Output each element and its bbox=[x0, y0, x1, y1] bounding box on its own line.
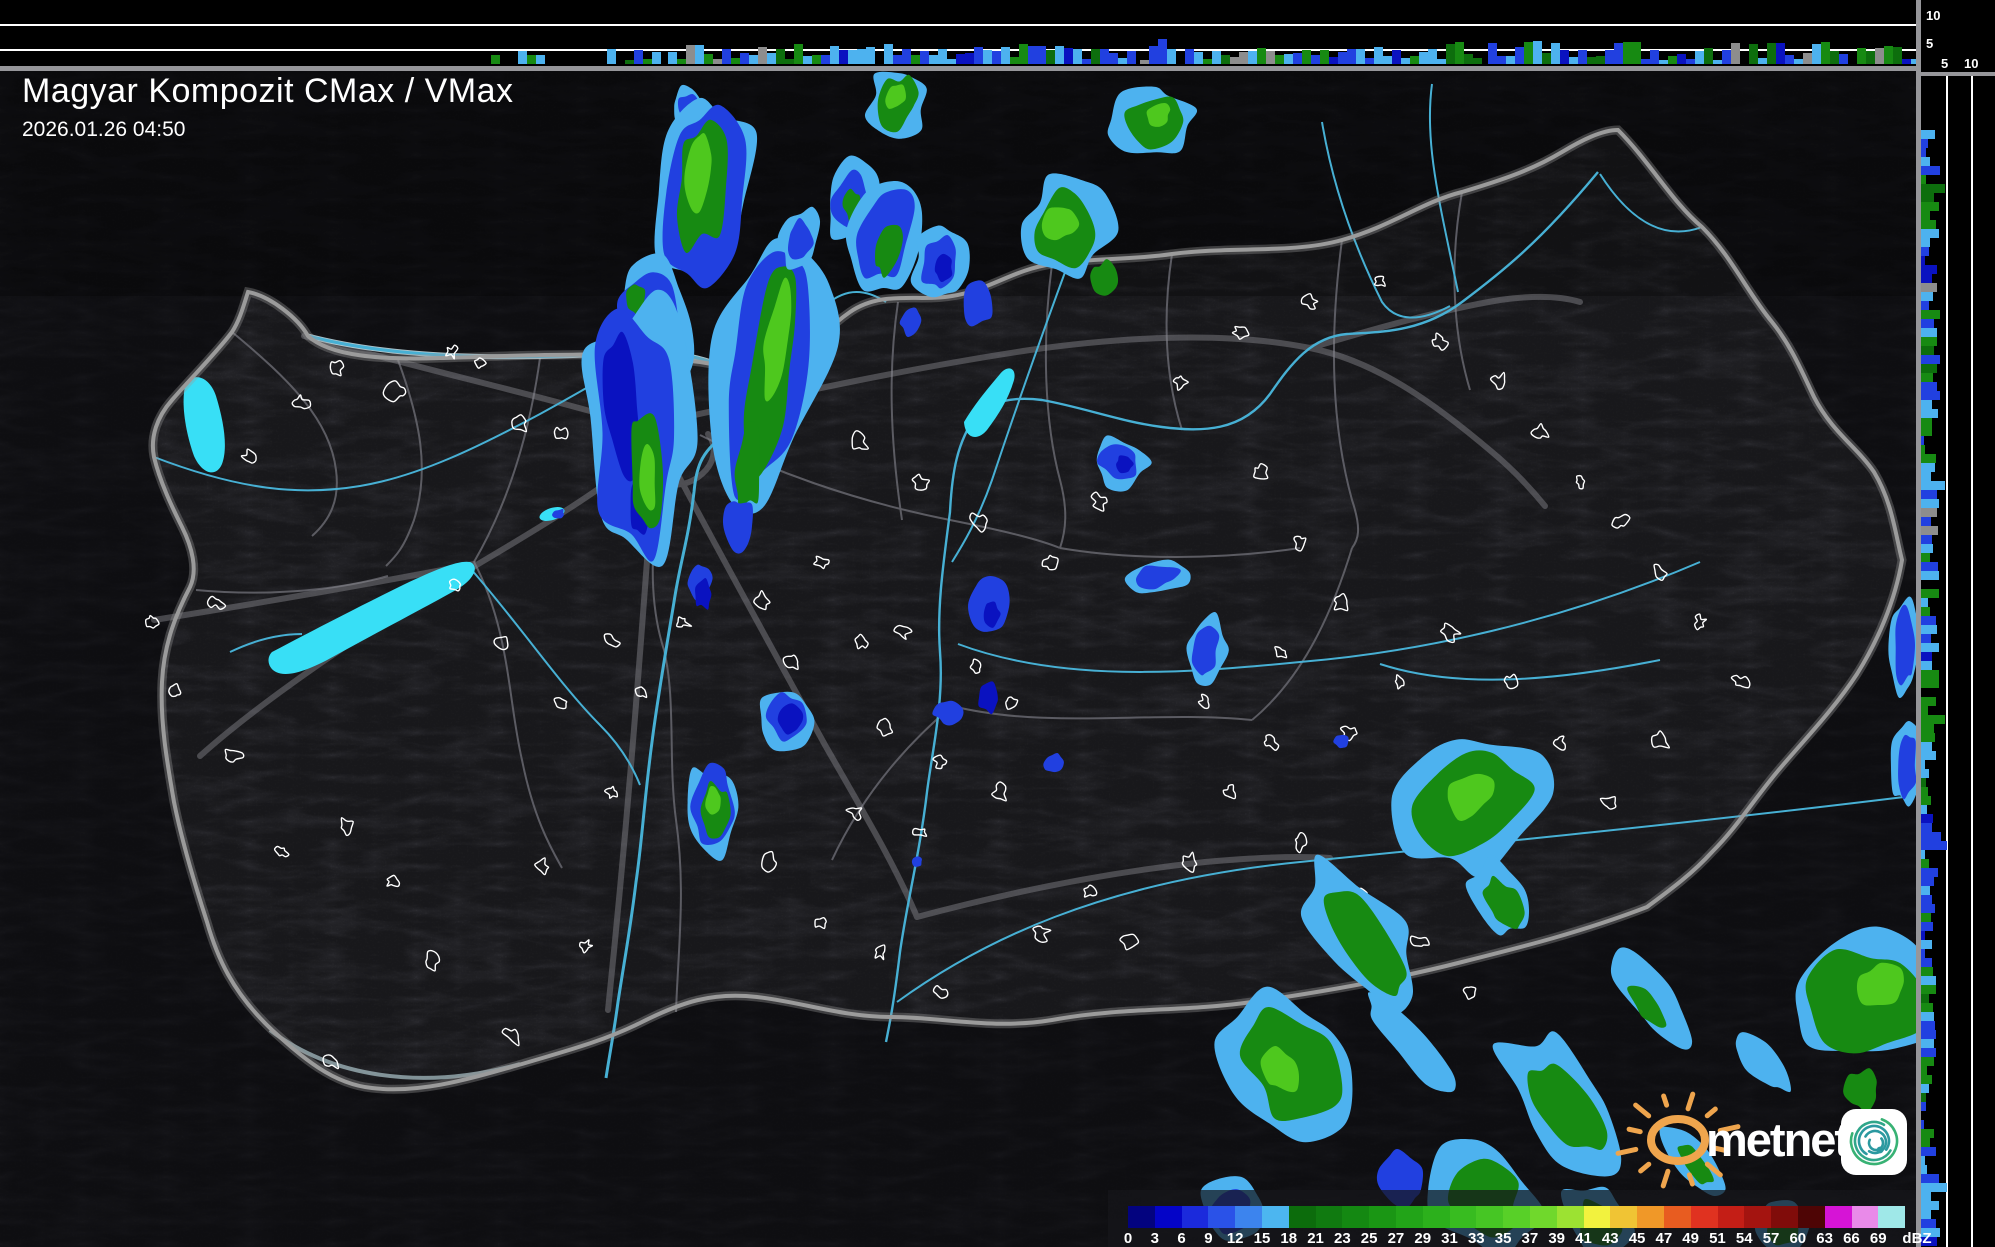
dbz-tick-label: 12 bbox=[1226, 1230, 1244, 1247]
dbz-scale-segment bbox=[1637, 1206, 1664, 1228]
dbz-scale-segment bbox=[1208, 1206, 1236, 1228]
dbz-scale-bar bbox=[1128, 1206, 1906, 1228]
dbz-scale-segment bbox=[1369, 1206, 1396, 1228]
country-border bbox=[150, 127, 1905, 1092]
dbz-scale-ticks: 0 3 6 9 12 15 18 21 23 25 27 29 31 33 35 37 39 41 43 45 47 49… bbox=[1124, 1230, 1932, 1247]
dbz-tick-label: 18 bbox=[1280, 1230, 1298, 1247]
dbz-tick-label: 3 bbox=[1150, 1230, 1159, 1247]
dbz-scale-segment bbox=[1610, 1206, 1638, 1228]
ns-profile-strip bbox=[1921, 76, 1995, 1247]
dbz-scale-segment bbox=[1395, 1206, 1423, 1228]
dbz-tick-label: 47 bbox=[1655, 1230, 1673, 1247]
dbz-scale-segment bbox=[1878, 1206, 1906, 1228]
page-title: Magyar Kompozit CMax / VMax bbox=[22, 72, 514, 110]
dbz-tick-label: 23 bbox=[1334, 1230, 1351, 1247]
metnet-app-icon bbox=[1841, 1109, 1907, 1175]
dbz-tick-label: 9 bbox=[1204, 1230, 1213, 1247]
title-block: Magyar Kompozit CMax / VMax 2026.01.26 0… bbox=[22, 72, 514, 142]
dbz-tick-label: 41 bbox=[1575, 1230, 1592, 1247]
dbz-tick-label: 51 bbox=[1709, 1230, 1726, 1247]
dbz-tick-label: 49 bbox=[1682, 1230, 1699, 1247]
dbz-tick-label: 39 bbox=[1548, 1230, 1566, 1247]
dbz-scale-segment bbox=[1851, 1206, 1879, 1228]
dbz-scale-segment bbox=[1717, 1206, 1745, 1228]
dbz-scale-segment bbox=[1556, 1206, 1584, 1228]
dbz-scale-segment bbox=[1261, 1206, 1289, 1228]
dbz-tick-label: 0 bbox=[1123, 1230, 1133, 1247]
dbz-tick-label: 43 bbox=[1601, 1230, 1619, 1247]
dbz-tick-label: 29 bbox=[1414, 1230, 1432, 1247]
dbz-scale-segment bbox=[1235, 1206, 1262, 1228]
dbz-scale-segment bbox=[1583, 1206, 1611, 1228]
top-axis-label-5: 5 bbox=[1926, 36, 1934, 51]
dbz-scale-segment bbox=[1154, 1206, 1182, 1228]
dbz-tick-label: 60 bbox=[1789, 1230, 1807, 1247]
height-gridline-10km bbox=[1971, 76, 1973, 1247]
dbz-tick-label: 35 bbox=[1494, 1230, 1512, 1247]
dbz-scale-segment bbox=[1690, 1206, 1718, 1228]
dbz-scale-segment bbox=[1771, 1206, 1798, 1228]
dbz-tick-label: 31 bbox=[1441, 1230, 1458, 1247]
dbz-scale-segment bbox=[1744, 1206, 1772, 1228]
dbz-tick-label: 33 bbox=[1467, 1230, 1485, 1247]
radar-echoes bbox=[552, 71, 1916, 1247]
dbz-scale-segment bbox=[1476, 1206, 1504, 1228]
dbz-tick-label: 63 bbox=[1816, 1230, 1833, 1247]
dbz-scale-segment bbox=[1288, 1206, 1316, 1228]
dbz-scale-panel: 0 3 6 9 12 15 18 21 23 25 27 29 31 33 35 37 39 41 43 45 47 49… bbox=[1108, 1190, 1932, 1247]
dbz-scale-segment bbox=[1422, 1206, 1450, 1228]
dbz-tick-label: 45 bbox=[1628, 1230, 1646, 1247]
right-axis-label-10: 10 bbox=[1964, 56, 1979, 71]
logo-wordmark: metnet bbox=[1706, 1113, 1850, 1166]
dbz-scale-segment bbox=[1824, 1206, 1852, 1228]
dbz-scale-segment bbox=[1503, 1206, 1530, 1228]
dbz-scale-segment bbox=[1342, 1206, 1370, 1228]
right-axis-label-5: 5 bbox=[1941, 56, 1949, 71]
height-gridline-5km bbox=[1946, 76, 1948, 1247]
dbz-unit-label: dBZ bbox=[1902, 1230, 1932, 1247]
lakes bbox=[183, 368, 1015, 674]
top-axis-label-10: 10 bbox=[1926, 8, 1941, 23]
dbz-scale-segment bbox=[1797, 1206, 1825, 1228]
dbz-scale-segment bbox=[1128, 1206, 1155, 1228]
metnet-logo: metnet bbox=[1615, 1091, 1907, 1189]
dbz-tick-label: 25 bbox=[1360, 1230, 1378, 1247]
height-gridline-10km bbox=[0, 24, 1916, 26]
dbz-scale-segment bbox=[1449, 1206, 1477, 1228]
dbz-scale-segment bbox=[1315, 1206, 1343, 1228]
strip-divider-horizontal bbox=[0, 66, 1916, 71]
sun-icon bbox=[1615, 1091, 1741, 1189]
dbz-tick-label: 54 bbox=[1735, 1230, 1753, 1247]
dbz-tick-label: 15 bbox=[1253, 1230, 1271, 1247]
height-gridline-5km bbox=[0, 49, 1916, 51]
dbz-tick-label: 6 bbox=[1177, 1230, 1186, 1247]
dbz-tick-label: 66 bbox=[1843, 1230, 1860, 1247]
ew-profile-echoes bbox=[0, 0, 1920, 66]
dbz-scale-segment bbox=[1663, 1206, 1691, 1228]
ns-profile-echoes bbox=[1921, 76, 1995, 1247]
strip-divider-vertical bbox=[1916, 0, 1921, 1247]
dbz-scale-segment bbox=[1529, 1206, 1557, 1228]
dbz-tick-label: 37 bbox=[1521, 1230, 1539, 1247]
dbz-scale-segment bbox=[1181, 1206, 1209, 1228]
timestamp: 2026.01.26 04:50 bbox=[22, 118, 186, 141]
corner-divider bbox=[1921, 72, 1995, 76]
ew-profile-strip bbox=[0, 0, 1920, 66]
profile-axis-corner: 10 5 5 10 bbox=[1921, 0, 1995, 76]
dbz-tick-label: 21 bbox=[1307, 1230, 1324, 1247]
dbz-tick-label: 57 bbox=[1762, 1230, 1780, 1247]
dbz-tick-label: 69 bbox=[1869, 1230, 1887, 1247]
dbz-tick-label: 27 bbox=[1387, 1230, 1405, 1247]
